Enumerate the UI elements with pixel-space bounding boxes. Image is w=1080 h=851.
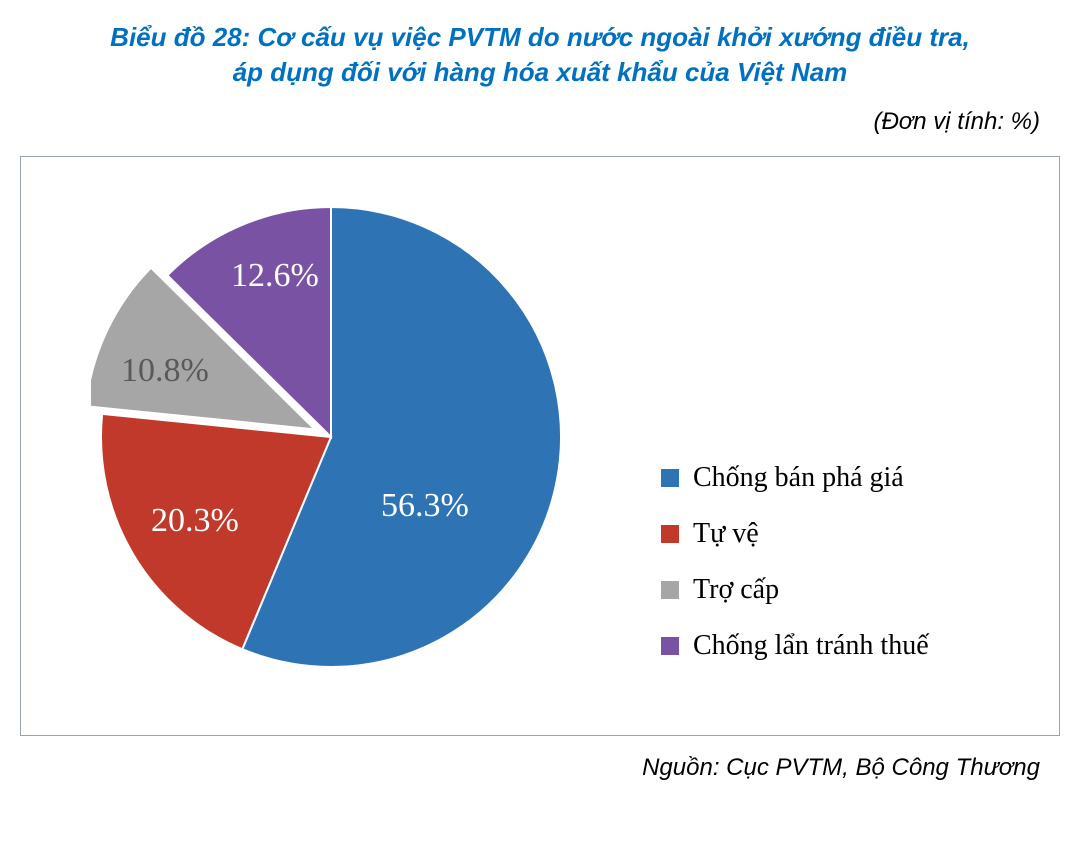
slice-label: 56.3% [381, 487, 469, 525]
legend: Chống bán phá giá Tự vệ Trợ cấp Chống lẩn t… [661, 462, 929, 686]
legend-label: Chống bán phá giá [693, 462, 904, 494]
slice-label: 12.6% [231, 257, 319, 295]
legend-swatch [661, 637, 679, 655]
slice-label: 10.8% [121, 352, 209, 390]
legend-item: Trợ cấp [661, 574, 929, 606]
legend-item: Tự vệ [661, 518, 929, 550]
legend-item: Chống bán phá giá [661, 462, 929, 494]
unit-label: (Đơn vị tính: %) [0, 100, 1080, 148]
chart-title-line2: áp dụng đối với hàng hóa xuất khẩu của V… [40, 55, 1040, 90]
chart-title: Biểu đồ 28: Cơ cấu vụ việc PVTM do nước … [0, 0, 1080, 100]
legend-swatch [661, 469, 679, 487]
chart-title-line1: Biểu đồ 28: Cơ cấu vụ việc PVTM do nước … [40, 20, 1040, 55]
legend-swatch [661, 525, 679, 543]
source-label: Nguồn: Cục PVTM, Bộ Công Thương [0, 736, 1080, 782]
slice-label: 20.3% [151, 502, 239, 540]
pie-svg [91, 197, 571, 677]
legend-label: Trợ cấp [693, 574, 779, 606]
legend-label: Tự vệ [693, 518, 759, 550]
legend-label: Chống lẩn tránh thuế [693, 630, 929, 662]
pie-chart: 56.3% 20.3% 10.8% 12.6% [91, 197, 571, 677]
legend-item: Chống lẩn tránh thuế [661, 630, 929, 662]
legend-swatch [661, 581, 679, 599]
chart-frame: 56.3% 20.3% 10.8% 12.6% Chống bán phá giá Tự… [20, 156, 1060, 736]
